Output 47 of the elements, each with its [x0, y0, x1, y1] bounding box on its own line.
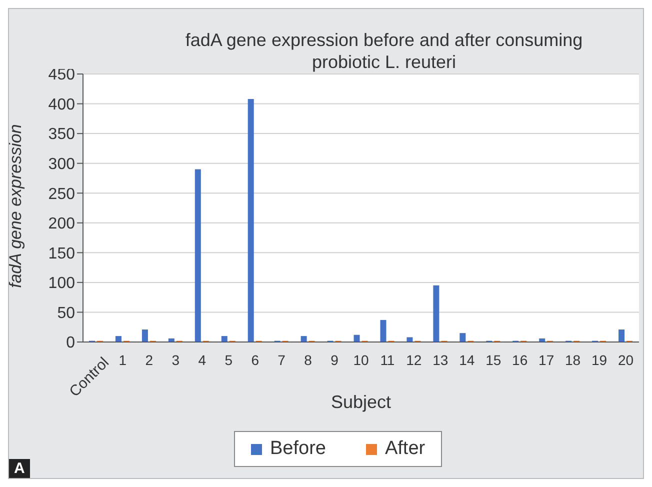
x-tick-label: 1: [118, 352, 127, 368]
x-tick-label: 5: [224, 352, 234, 368]
x-tick-label: 7: [276, 352, 286, 368]
bar: [433, 285, 440, 342]
x-tick-label: 9: [330, 352, 340, 368]
y-tick-label: 200: [48, 216, 76, 233]
legend-label: Before: [269, 438, 326, 460]
chart-title: fadA gene expression before and after consuming probiotic L. reuteri: [184, 29, 584, 73]
bar: [194, 169, 201, 342]
x-tick-label: 4: [197, 352, 208, 368]
y-tick-label: 300: [48, 156, 76, 174]
x-tick-label: 17: [538, 352, 556, 368]
x-tick-label: 2: [144, 352, 154, 368]
x-tick-label: 20: [616, 352, 635, 368]
y-tick-label: 400: [48, 96, 76, 114]
x-tick-label: 19: [590, 352, 608, 368]
x-tick-label: 16: [511, 352, 529, 368]
bar: [300, 336, 307, 342]
x-tick-label: 14: [458, 352, 476, 368]
bar: [406, 337, 413, 342]
bar: [221, 336, 228, 342]
bar: [115, 336, 122, 342]
x-tick-label: 6: [250, 352, 260, 368]
x-tick-label: 11: [379, 352, 396, 368]
x-tick-label: 18: [564, 352, 582, 368]
bar: [142, 329, 148, 342]
x-tick-label: 3: [170, 352, 181, 368]
legend-label: After: [384, 438, 426, 460]
y-tick-label: 0: [66, 334, 76, 352]
bar: [618, 329, 625, 342]
x-axis-title: Subject: [330, 392, 392, 412]
bar: [354, 334, 360, 342]
y-tick-label: 250: [48, 186, 76, 203]
y-tick-label: 150: [48, 245, 76, 262]
x-tick-label: 13: [432, 352, 450, 368]
bar: [248, 99, 254, 342]
y-tick-label: 100: [48, 275, 76, 292]
y-axis-title: fadA gene expression: [6, 124, 26, 288]
x-tick-label: 8: [303, 352, 313, 368]
y-tick-label: 50: [57, 304, 76, 322]
x-tick-label: 10: [352, 352, 370, 368]
bar: [380, 320, 386, 342]
bar: [460, 333, 466, 342]
text: A: [9, 459, 30, 478]
x-tick-label: 12: [405, 352, 423, 368]
x-tick-label: 15: [484, 352, 502, 368]
y-tick-label: 350: [48, 126, 76, 144]
